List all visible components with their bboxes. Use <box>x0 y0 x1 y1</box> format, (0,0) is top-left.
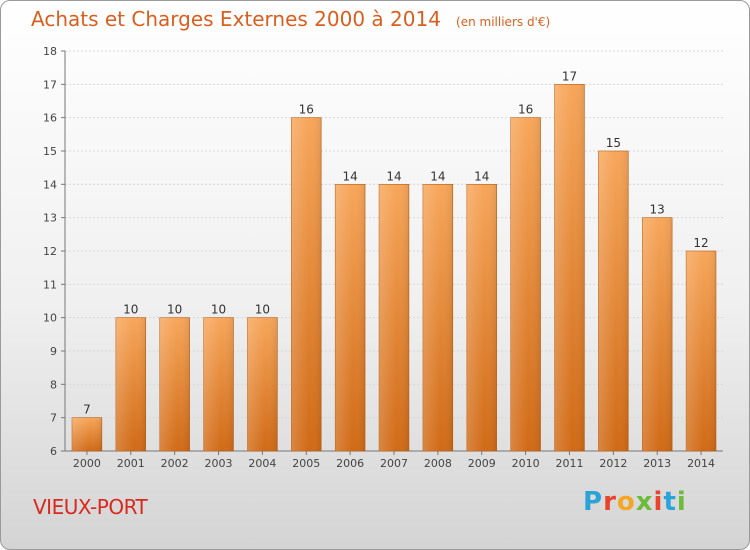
bar-shine <box>203 317 234 451</box>
logo-letter: i <box>676 487 687 517</box>
x-tick-label: 2013 <box>643 457 671 470</box>
bar-value-label: 14 <box>342 169 357 183</box>
x-tick-label: 2005 <box>292 457 320 470</box>
logo-letter: x <box>635 487 654 517</box>
x-tick-label: 2007 <box>380 457 408 470</box>
bar-value-label: 7 <box>83 403 91 417</box>
bar-value-label: 10 <box>123 303 138 317</box>
x-tick-label: 2012 <box>599 457 627 470</box>
y-tick-label: 10 <box>43 312 57 325</box>
bar-value-label: 14 <box>430 169 445 183</box>
x-tick-label: 2001 <box>117 457 145 470</box>
bar-shine <box>554 84 585 451</box>
title-row: Achats et Charges Externes 2000 à 2014 (… <box>31 7 550 31</box>
bar-shine <box>159 317 190 451</box>
x-tick-label: 2009 <box>468 457 496 470</box>
logo-letter: o <box>616 487 636 517</box>
y-tick-label: 13 <box>43 212 57 225</box>
logo-letter: P <box>583 487 604 517</box>
bar-value-label: 17 <box>562 69 577 83</box>
chart-subtitle: (en milliers d'€) <box>456 15 551 29</box>
bars <box>71 84 717 452</box>
bar-value-label: 14 <box>474 169 489 183</box>
bar-shine <box>247 317 278 451</box>
x-tick-label: 2004 <box>248 457 276 470</box>
y-tick-label: 9 <box>50 345 57 358</box>
bar-shine <box>291 117 322 452</box>
chart-title: Achats et Charges Externes 2000 à 2014 <box>31 7 441 31</box>
y-tick-label: 18 <box>43 45 57 58</box>
logo-letter: t <box>663 487 677 517</box>
bar-shine <box>466 184 497 452</box>
y-tick-label: 7 <box>50 412 57 425</box>
x-tick-label: 2010 <box>512 457 540 470</box>
y-tick-label: 14 <box>43 178 57 191</box>
bar-value-label: 14 <box>386 169 401 183</box>
y-tick-label: 17 <box>43 78 57 91</box>
y-tick-label: 12 <box>43 245 57 258</box>
bar-shine <box>686 251 716 451</box>
bar-shine <box>335 184 366 452</box>
bar-shine <box>598 151 629 451</box>
bar-value-label: 13 <box>650 203 665 217</box>
x-tick-label: 2011 <box>555 457 583 470</box>
x-tick-label: 2002 <box>161 457 189 470</box>
y-tick-label: 11 <box>43 278 57 291</box>
proxiti-logo[interactable]: Proxiti <box>583 487 687 517</box>
bar-shine <box>510 117 541 452</box>
place-name: VIEUX-PORT <box>33 495 148 519</box>
bar-value-label: 16 <box>299 103 314 117</box>
bar-value-label: 10 <box>255 303 270 317</box>
bar-shine <box>379 184 409 452</box>
logo-letter: i <box>653 487 664 517</box>
x-tick-label: 2006 <box>336 457 364 470</box>
bar-value-label: 16 <box>518 103 533 117</box>
y-tick-label: 16 <box>43 112 57 125</box>
bar-shine <box>422 184 453 452</box>
labels: 6 7 8 9 10 11 12 13 14 15 16 17 18 7 2000 10 2001 10 2002 1… <box>43 45 715 470</box>
bar-shine <box>115 317 146 451</box>
x-tick-label: 2003 <box>205 457 233 470</box>
y-tick-label: 15 <box>43 145 57 158</box>
x-tick-label: 2008 <box>424 457 452 470</box>
y-tick-label: 8 <box>50 378 57 391</box>
x-tick-label: 2000 <box>73 457 101 470</box>
bar-shine <box>72 417 102 451</box>
x-tick-label: 2014 <box>687 457 715 470</box>
bar-value-label: 15 <box>606 136 621 150</box>
logo-letter: r <box>603 487 617 517</box>
bar-value-label: 10 <box>167 303 182 317</box>
bar-value-label: 12 <box>693 236 708 250</box>
bar-value-label: 10 <box>211 303 226 317</box>
y-tick-label: 6 <box>50 445 57 458</box>
bar-shine <box>642 217 673 451</box>
